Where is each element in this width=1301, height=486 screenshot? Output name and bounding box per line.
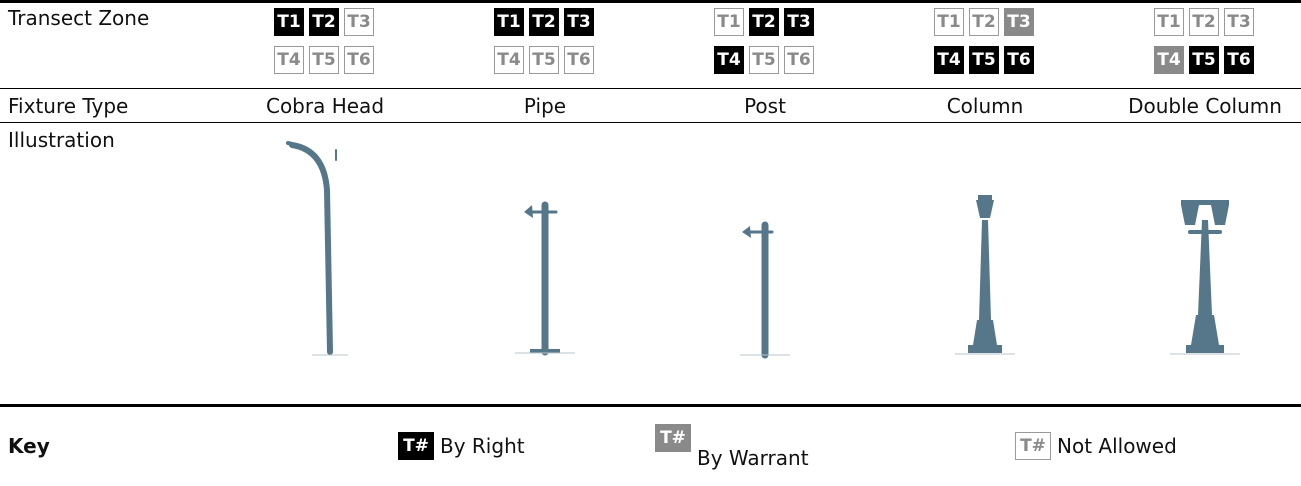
row-rule [0, 88, 1301, 89]
zone-badge: T5 [1189, 46, 1219, 74]
zone-badge: T4 [274, 46, 304, 74]
zone-badge: T3 [784, 8, 814, 36]
zone-badge: T6 [564, 46, 594, 74]
zone-badge: T1 [934, 8, 964, 36]
zone-badge: T5 [749, 46, 779, 74]
zone-badge: T1 [714, 8, 744, 36]
key-symbol: T# [655, 424, 691, 452]
zone-badge: T4 [1154, 46, 1184, 74]
zone-badge: T1 [274, 8, 304, 36]
zone-badge: T6 [344, 46, 374, 74]
zone-badge: T6 [1004, 46, 1034, 74]
pipe-illustration [515, 201, 575, 356]
zone-badge: T2 [529, 8, 559, 36]
key-rule [0, 404, 1301, 407]
zone-badge: T4 [714, 46, 744, 74]
column-illustration [955, 195, 1015, 355]
key-label: By Warrant [697, 446, 809, 470]
row-rule [0, 122, 1301, 123]
row-label: Transect Zone [8, 6, 150, 30]
zone-badge: T5 [309, 46, 339, 74]
row-label: Fixture Type [8, 94, 129, 118]
key-symbol: T# [1015, 432, 1051, 460]
cobra-head-illustration [286, 141, 348, 356]
fixture-type: Column [946, 94, 1024, 118]
zone-badge: T6 [1224, 46, 1254, 74]
zone-badge: T3 [1224, 8, 1254, 36]
key-title: Key [8, 434, 50, 458]
zone-badge: T5 [529, 46, 559, 74]
zone-badge: T2 [309, 8, 339, 36]
fixture-type: Double Column [1128, 94, 1282, 118]
zone-badge: T3 [564, 8, 594, 36]
zone-badge: T4 [494, 46, 524, 74]
zone-badge: T2 [1189, 8, 1219, 36]
zone-badge: T3 [344, 8, 374, 36]
zone-badge: T1 [494, 8, 524, 36]
key-label: Not Allowed [1057, 434, 1177, 458]
row-label: Illustration [8, 128, 115, 152]
key-label: By Right [440, 434, 525, 458]
key-symbol: T# [398, 432, 434, 460]
zone-badge: T4 [934, 46, 964, 74]
zone-badge: T2 [969, 8, 999, 36]
zone-badge: T6 [784, 46, 814, 74]
double-column-illustration [1170, 200, 1240, 355]
fixture-type: Post [744, 94, 786, 118]
top-rule [0, 0, 1301, 3]
zone-badge: T2 [749, 8, 779, 36]
post-illustration [740, 221, 790, 359]
zone-badge: T3 [1004, 8, 1034, 36]
zone-badge: T1 [1154, 8, 1184, 36]
fixture-type: Pipe [523, 94, 567, 118]
fixture-type: Cobra Head [265, 94, 385, 118]
zone-badge: T5 [969, 46, 999, 74]
